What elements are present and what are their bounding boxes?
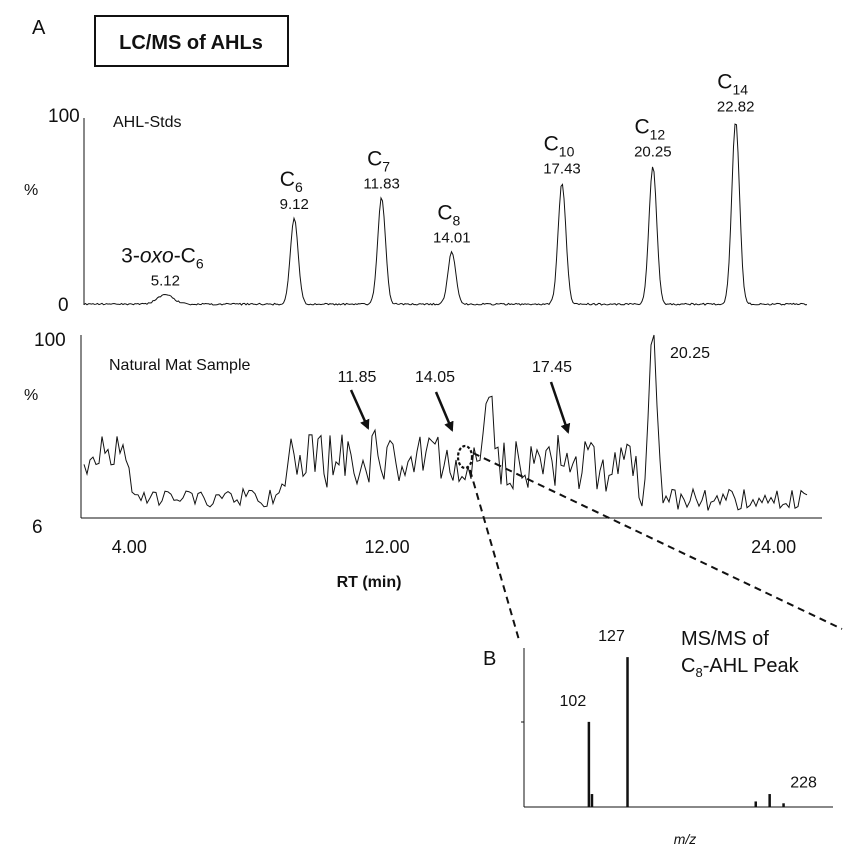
peak-rt-label: 9.12 [280,196,309,213]
sample-trace [83,334,808,511]
standards-series-name: AHL-Stds [113,114,181,131]
peak-name-label: C6 [280,168,303,195]
peak-rt-label: 11.83 [363,175,399,192]
peak-rt-label: 17.43 [543,160,581,177]
sample-ylabel: % [24,387,38,404]
msms-bars: 102 127 228 [560,628,817,807]
sample-x-tick-label: 4.00 [112,537,147,557]
sample-x-tick-label: 24.00 [751,537,796,557]
sample-x-ticks: 4.00 12.00 24.00 [112,537,796,557]
sample-x-tick-label: 12.00 [365,537,410,557]
peak-name-label: 3-oxo-C6 [121,245,204,272]
msms-xlabel: m/z [674,831,697,847]
peak-name-label: C8 [437,202,460,229]
standards-ytick-bottom: 0 [58,295,69,316]
panel-label-a: A [32,17,46,39]
peak-rt-label: 5.12 [151,273,180,290]
msms-title-line1: MS/MS of [681,628,769,650]
sample-annotation-1405: 14.05 [415,369,455,386]
sample-ytick-bottom: 6 [32,517,43,538]
sample-peak-label-2025: 20.25 [670,345,710,362]
zoom-line-right [472,452,843,630]
sample-annotation-1185: 11.85 [338,369,377,386]
msms-panel: B MS/MS of C8-AHL Peak 102 127 228 m/z [483,628,833,847]
msms-bar-label: 102 [560,693,587,710]
standards-ylabel: % [24,182,38,199]
standards-trace [83,123,808,306]
standards-ytick-top: 100 [48,106,80,127]
msms-bar-label: 228 [790,774,817,791]
peak-rt-label: 14.01 [433,230,471,247]
sample-series-name: Natural Mat Sample [109,357,250,374]
arrow-1745 [549,381,571,434]
peak-name-label: C14 [717,71,748,98]
peak-name-label: C12 [634,116,665,143]
arrow-1405 [434,391,454,432]
peak-name-label: C7 [367,147,390,174]
sample-annotation-1745: 17.45 [532,359,572,376]
title-box [94,15,289,67]
peak-rt-label: 20.25 [634,144,672,161]
peak-rt-label: 22.82 [717,99,755,116]
title-text: LC/MS of AHLs [119,32,263,54]
peak-name-label: C10 [544,132,575,159]
msms-bar-label: 127 [598,628,625,645]
sample-ytick-top: 100 [34,330,66,351]
highlight-circle [456,444,474,470]
sample-xlabel: RT (min) [337,574,402,591]
arrow-1185 [349,389,370,430]
msms-title-line2: C8-AHL Peak [681,655,800,680]
panel-label-b: B [483,648,496,670]
zoom-line-left [469,469,520,641]
sample-panel: 100 6 % Natural Mat Sample 11.85 14.05 1… [24,330,822,591]
